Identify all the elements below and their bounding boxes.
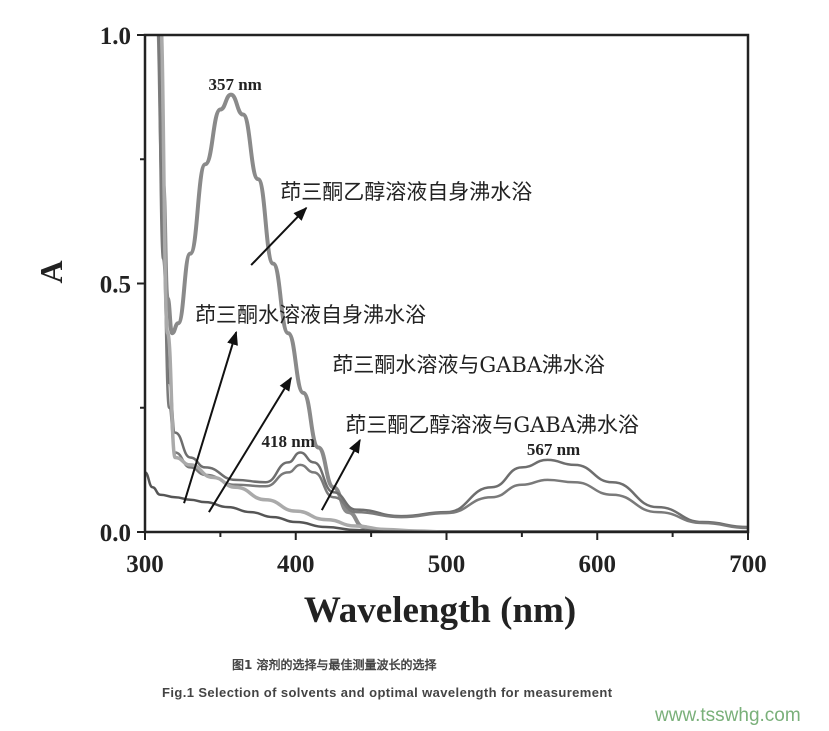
curve-annotation-label: 茚三酮乙醇溶液自身沸水浴 xyxy=(280,180,532,204)
plot-frame xyxy=(143,33,750,534)
y-tick-label: 0.0 xyxy=(100,520,131,547)
watermark: www.tsswhg.com xyxy=(655,705,801,726)
curve-annotation-label: 茚三酮乙醇溶液与GABA沸水浴 xyxy=(345,413,639,437)
peak-label: 357 nm xyxy=(208,75,261,94)
absorbance-chart: 300 400 500 600 700 0.0 0.5 1.0 357 nm 418 nm 567… xyxy=(33,23,767,631)
y-axis-label: A xyxy=(33,260,69,283)
x-tick-label: 600 xyxy=(579,551,617,578)
annotation-arrow xyxy=(250,206,308,266)
annotation-arrow xyxy=(183,330,238,504)
peak-label: 418 nm xyxy=(262,432,315,451)
curve-annotation-label: 茚三酮水溶液与GABA沸水浴 xyxy=(332,353,605,377)
annotation-arrow xyxy=(208,376,292,513)
curve-annotation-label: 茚三酮水溶液自身沸水浴 xyxy=(195,303,426,327)
x-tick-label: 300 xyxy=(126,551,164,578)
x-tick-label: 500 xyxy=(428,551,466,578)
series-line-5 xyxy=(145,471,748,532)
x-tick-label: 400 xyxy=(277,551,315,578)
annotation-arrow xyxy=(320,438,361,511)
x-tick-label: 700 xyxy=(729,551,767,578)
caption-english: Fig.1 Selection of solvents and optimal … xyxy=(162,685,613,700)
x-axis-label: Wavelength (nm) xyxy=(304,590,576,631)
y-tick-label: 0.5 xyxy=(100,272,131,299)
peak-label: 567 nm xyxy=(527,440,580,459)
y-tick-label: 1.0 xyxy=(100,23,131,50)
